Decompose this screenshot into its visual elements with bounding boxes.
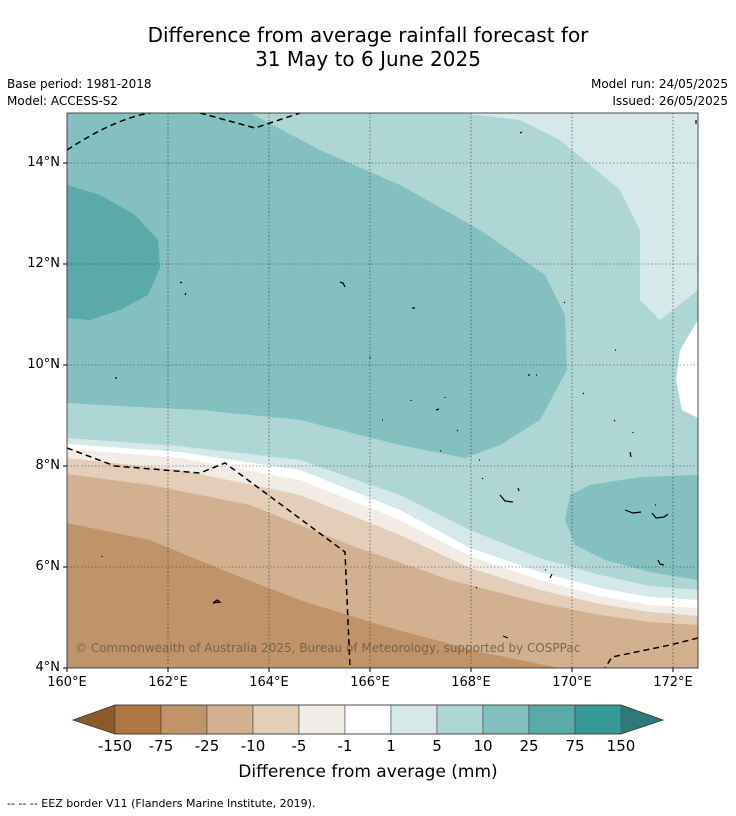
colorbar-label: -25 <box>194 737 220 755</box>
islands <box>101 120 697 639</box>
colorbar-segment <box>528 704 576 735</box>
lon-label-166e: 166°E <box>350 675 390 690</box>
lat-label-4n: 4°N <box>35 660 61 675</box>
colorbar-label: 150 <box>606 737 636 755</box>
lon-label-172e: 172°E <box>653 675 693 690</box>
base-period: Base period: 1981-2018 <box>7 77 152 91</box>
eez-border <box>67 113 698 668</box>
colorbar-label: 1 <box>386 737 396 755</box>
lon-label-170e: 170°E <box>552 675 592 690</box>
colorbar-segment <box>574 704 622 735</box>
colorbar-label: 10 <box>473 737 493 755</box>
colorbar-segment <box>344 704 392 735</box>
axis-ticks <box>63 162 674 672</box>
colorbar-label: -1 <box>337 737 353 755</box>
colorbar-high-arrow <box>621 705 663 734</box>
colorbar-segment <box>482 704 530 735</box>
colorbar-segment <box>160 704 208 735</box>
title-line-1: Difference from average rainfall forecas… <box>147 23 589 47</box>
lat-label-6n: 6°N <box>35 559 61 574</box>
colorbar-label: 5 <box>432 737 442 755</box>
colorbar-label: -150 <box>97 737 133 755</box>
colorbar-segment <box>436 704 484 735</box>
colorbar-label: -10 <box>240 737 266 755</box>
colorbar <box>71 704 665 735</box>
colorbar-low-arrow <box>73 705 115 734</box>
colorbar-segment <box>390 704 438 735</box>
lon-label-168e: 168°E <box>451 675 491 690</box>
lon-label-160e: 160°E <box>47 675 87 690</box>
lat-label-12n: 12°N <box>27 256 60 271</box>
colorbar-segment <box>114 704 162 735</box>
contour-fills <box>67 113 698 668</box>
colorbar-segment <box>206 704 254 735</box>
colorbar-segment <box>252 704 300 735</box>
eez-footnote: -- -- -- EEZ border V11 (Flanders Marine… <box>7 797 316 810</box>
lon-label-164e: 164°E <box>249 675 289 690</box>
model-name: Model: ACCESS-S2 <box>7 94 119 108</box>
lat-label-14n: 14°N <box>27 155 60 170</box>
map-frame <box>66 112 699 669</box>
lat-label-8n: 8°N <box>35 458 61 473</box>
lon-label-162e: 162°E <box>148 675 188 690</box>
colorbar-label: -5 <box>291 737 307 755</box>
issued-date: Issued: 26/05/2025 <box>612 94 728 108</box>
colorbar-label: -75 <box>148 737 174 755</box>
colorbar-label: 75 <box>565 737 585 755</box>
copyright-notice: © Commonwealth of Australia 2025, Bureau… <box>75 641 581 655</box>
title-line-2: 31 May to 6 June 2025 <box>255 47 481 71</box>
graticule <box>67 113 698 668</box>
colorbar-segment <box>298 704 346 735</box>
lat-label-10n: 10°N <box>27 357 60 372</box>
colorbar-title: Difference from average (mm) <box>238 762 498 782</box>
model-run: Model run: 24/05/2025 <box>590 77 728 91</box>
colorbar-label: 25 <box>519 737 539 755</box>
